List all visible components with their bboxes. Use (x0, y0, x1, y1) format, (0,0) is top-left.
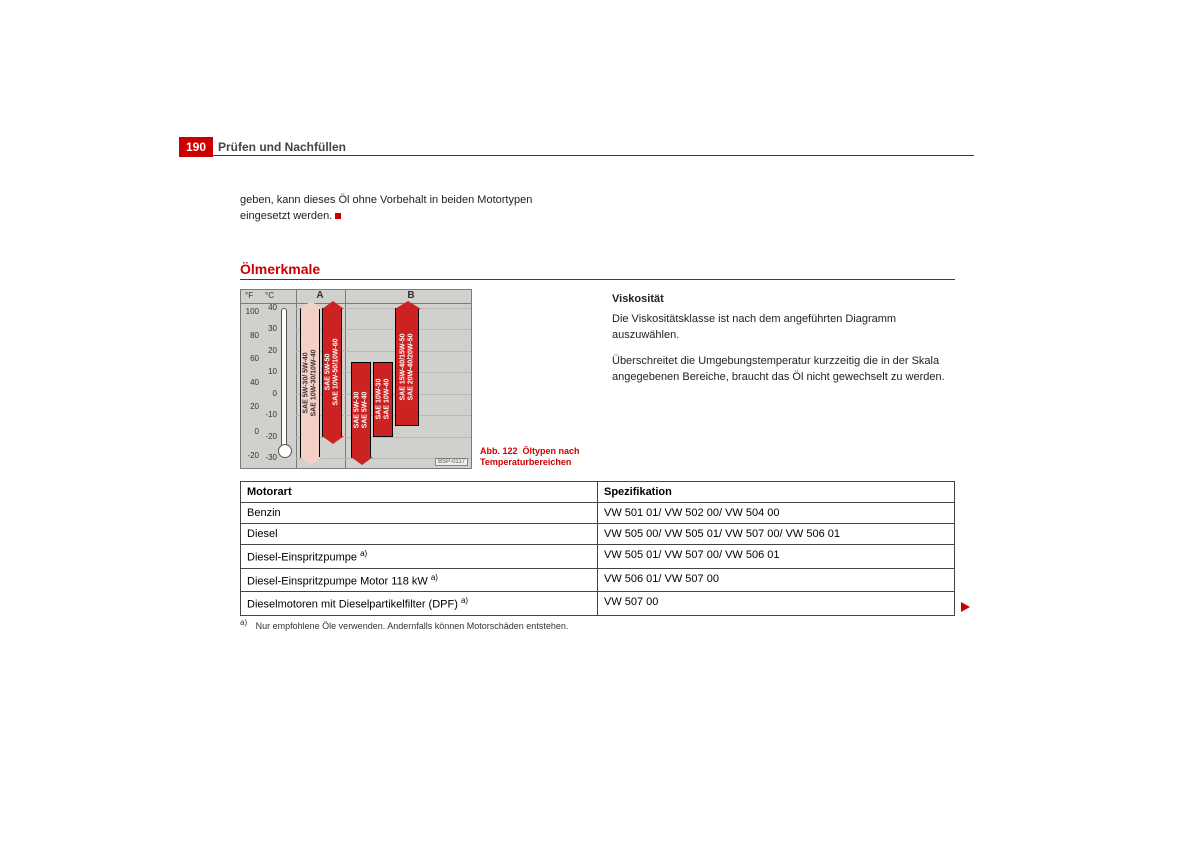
footnote-marker: a) (240, 618, 247, 627)
tick-f: -20 (243, 451, 259, 460)
cell-spezifikation: VW 507 00 (598, 592, 955, 616)
tick-c: 30 (263, 324, 277, 333)
page-header-title: Prüfen und Nachfüllen (218, 140, 346, 154)
tick-c: -20 (263, 432, 277, 441)
footnote-text: Nur empfohlene Öle verwenden. Andernfall… (256, 621, 569, 631)
tick-f: 80 (243, 331, 259, 340)
table-row: DieselVW 505 00/ VW 505 01/ VW 507 00/ V… (241, 524, 955, 545)
continuation-arrow-icon (961, 602, 970, 612)
table-col-spezifikation: Spezifikation (598, 482, 955, 503)
diagram-caption: Abb. 122 Öltypen nach Temperaturbereiche… (480, 446, 595, 468)
tick-f: 100 (243, 307, 259, 316)
tick-c: 10 (263, 367, 277, 376)
header-rule (179, 155, 974, 156)
viscosity-text-block: Viskosität Die Viskositätsklasse ist nac… (612, 292, 957, 396)
cell-spezifikation: VW 501 01/ VW 502 00/ VW 504 00 (598, 503, 955, 524)
figure-id: BSP-0117 (435, 458, 468, 466)
cell-motorart: Diesel-Einspritzpumpe a) (241, 545, 598, 569)
thermometer-icon (281, 308, 287, 450)
footnote: a) Nur empfohlene Öle verwenden. Andernf… (240, 618, 568, 631)
intro-text: geben, kann dieses Öl ohne Vorbehalt in … (240, 194, 532, 222)
oil-viscosity-diagram: A B °F °C 403020100-10-20-30 10080604020… (240, 289, 472, 469)
cell-spezifikation: VW 506 01/ VW 507 00 (598, 568, 955, 592)
page-number: 190 (179, 137, 213, 157)
diagram-divider-2 (345, 290, 346, 468)
table-col-motorart: Motorart (241, 482, 598, 503)
intro-paragraph: geben, kann dieses Öl ohne Vorbehalt in … (240, 193, 580, 225)
unit-fahrenheit: °F (245, 291, 253, 300)
cell-motorart: Dieselmotoren mit Dieselpartikelfilter (… (241, 592, 598, 616)
diagram-header-row: A B (241, 290, 471, 304)
tick-c: 20 (263, 346, 277, 355)
viscosity-p1: Die Viskositätsklasse ist nach dem angef… (612, 312, 957, 344)
oil-bar: SAE 5W-30/ 5W-40SAE 10W-30/10W-40 (300, 308, 320, 458)
diagram-divider-1 (296, 290, 297, 468)
diagram-col-b-label: B (371, 290, 451, 301)
tick-f: 20 (243, 402, 259, 411)
oil-bar: SAE 5W-50SAE 10W-50/10W-60 (322, 308, 342, 437)
oil-bar: SAE 10W-30SAE 10W-40 (373, 362, 393, 437)
table-row: Diesel-Einspritzpumpe a)VW 505 01/ VW 50… (241, 545, 955, 569)
viscosity-title: Viskosität (612, 292, 957, 308)
unit-celsius: °C (265, 291, 274, 300)
tick-f: 0 (243, 427, 259, 436)
table-header-row: Motorart Spezifikation (241, 482, 955, 503)
tick-c: 40 (263, 303, 277, 312)
tick-c: -10 (263, 410, 277, 419)
cell-spezifikation: VW 505 01/ VW 507 00/ VW 506 01 (598, 545, 955, 569)
table-row: BenzinVW 501 01/ VW 502 00/ VW 504 00 (241, 503, 955, 524)
tick-f: 60 (243, 354, 259, 363)
viscosity-p2: Überschreitet die Umgebungstemperatur ku… (612, 354, 957, 386)
thermometer-bulb (278, 444, 292, 458)
oil-bar: SAE 5W-30SAE 5W-40 (351, 362, 371, 458)
oil-spec-table: Motorart Spezifikation BenzinVW 501 01/ … (240, 481, 955, 616)
table-row: Diesel-Einspritzpumpe Motor 118 kW a)VW … (241, 568, 955, 592)
end-square-icon (335, 213, 341, 219)
subheading-oelmerkmale: Ölmerkmale (240, 261, 955, 280)
oil-bar: SAE 15W-40/15W-50SAE 20W-40/20W-50 (395, 308, 419, 426)
table-row: Dieselmotoren mit Dieselpartikelfilter (… (241, 592, 955, 616)
tick-c: 0 (263, 389, 277, 398)
cell-motorart: Benzin (241, 503, 598, 524)
diagram-col-a-label: A (300, 290, 340, 301)
tick-c: -30 (263, 453, 277, 462)
cell-spezifikation: VW 505 00/ VW 505 01/ VW 507 00/ VW 506 … (598, 524, 955, 545)
cell-motorart: Diesel-Einspritzpumpe Motor 118 kW a) (241, 568, 598, 592)
cell-motorart: Diesel (241, 524, 598, 545)
tick-f: 40 (243, 378, 259, 387)
caption-number: Abb. 122 (480, 446, 518, 456)
